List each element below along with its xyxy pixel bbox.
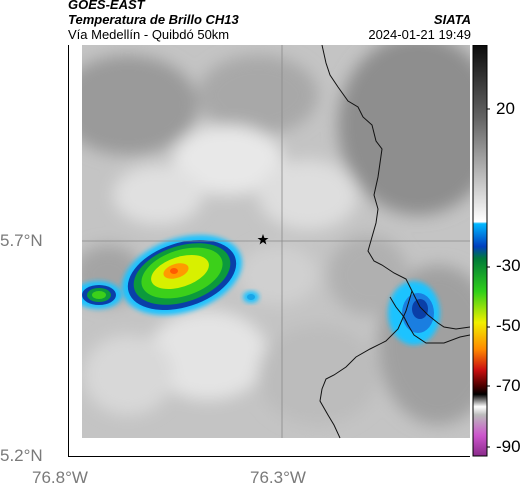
cloud-cluster-west: [82, 281, 122, 309]
lat-label-5-7: 5.7°N: [0, 231, 43, 250]
brightness-temperature-field: [82, 45, 470, 438]
colorbar-tick-minus-70: -70: [496, 376, 521, 395]
colorbar-tick-minus-90: -90: [496, 437, 521, 456]
colorbar-tick-minus-30: -30: [496, 256, 521, 275]
colorbar-ticks: [487, 108, 490, 448]
city-marker-star-icon: [257, 234, 269, 245]
product-title: Temperatura de Brillo CH13: [68, 12, 239, 27]
colorbar-tick-20: 20: [496, 99, 515, 118]
cloud-cluster-small: [243, 291, 259, 303]
cloud-cluster-main: [121, 234, 243, 316]
colorbar-gradient: [472, 45, 488, 457]
cloud-cluster-east: [388, 281, 440, 345]
lon-label-76-8: 76.8°W: [32, 468, 88, 487]
region-subtitle: Vía Medellín - Quibdó 50km: [68, 27, 230, 42]
brand-label: SIATA: [433, 12, 471, 27]
lat-label-5-2: 5.2°N: [0, 446, 43, 465]
lon-label-76-3: 76.3°W: [250, 468, 306, 487]
map-axes-frame: [68, 45, 470, 457]
datetime-label: 2024-01-21 19:49: [368, 27, 471, 42]
colorbar-tick-minus-50: -50: [496, 316, 521, 335]
country-borders: [319, 45, 470, 439]
satellite-title: GOES-EAST: [68, 0, 145, 12]
temperature-colorbar: [472, 45, 490, 457]
gridlines: [82, 45, 470, 438]
satellite-map[interactable]: [68, 45, 470, 457]
